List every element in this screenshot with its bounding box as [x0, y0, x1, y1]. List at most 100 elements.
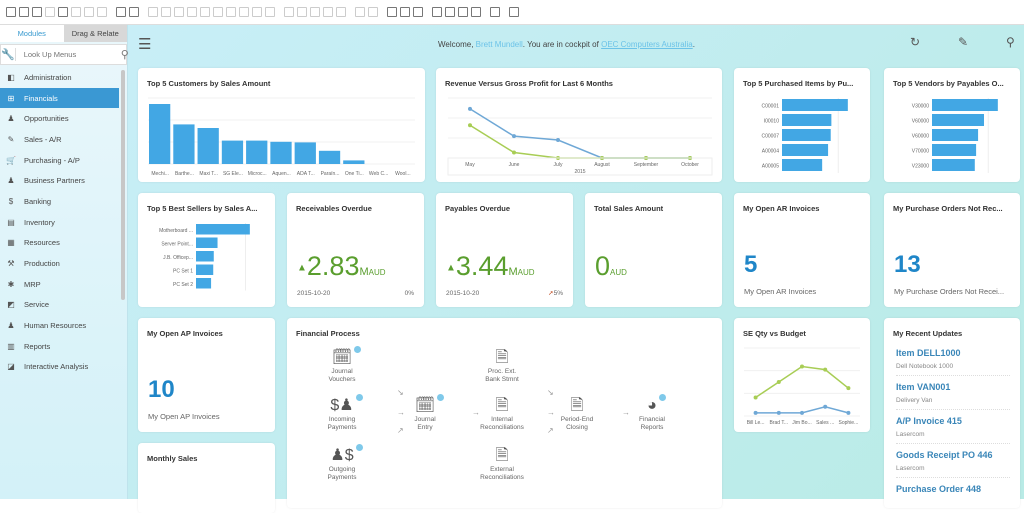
- bar[interactable]: [782, 114, 832, 126]
- window-icon[interactable]: [445, 7, 455, 17]
- sms-icon[interactable]: [84, 7, 94, 17]
- data-point[interactable]: [468, 106, 472, 111]
- tab-modules[interactable]: Modules: [0, 25, 64, 42]
- process-step-jv[interactable]: 🗓 Journal Vouchers: [307, 346, 377, 384]
- bar[interactable]: [932, 159, 975, 171]
- print-preview-icon[interactable]: [32, 7, 42, 17]
- recent-update-link[interactable]: Goods Receipt PO 446: [896, 450, 993, 460]
- tile-icon[interactable]: [458, 7, 468, 17]
- open-ar-invoices-card[interactable]: My Open AR Invoices 5 My Open AR Invoice…: [734, 193, 870, 307]
- layout-icon[interactable]: [387, 7, 397, 17]
- total-sales-card[interactable]: Total Sales Amount 0AUD: [585, 193, 722, 307]
- data-point[interactable]: [823, 367, 828, 372]
- first-record-icon[interactable]: [174, 7, 184, 17]
- sidebar-scrollbar[interactable]: [121, 70, 125, 300]
- email-icon[interactable]: [45, 7, 55, 17]
- sidebar-item-administration[interactable]: ◧ Administration: [0, 67, 127, 88]
- hamburger-menu-icon[interactable]: ☰: [138, 36, 152, 53]
- search-icon[interactable]: ⚲: [1006, 35, 1015, 49]
- bar[interactable]: [932, 114, 985, 126]
- bar[interactable]: [270, 141, 292, 164]
- vendors-card[interactable]: Top 5 Vendors by Payables O... V30000 V60…: [884, 68, 1020, 182]
- bar[interactable]: [932, 144, 977, 156]
- lookup-menus-input[interactable]: [15, 50, 121, 59]
- next-record-icon[interactable]: [200, 7, 210, 17]
- data-point[interactable]: [800, 410, 804, 415]
- pdf-icon[interactable]: [71, 7, 81, 17]
- process-step-er[interactable]: 🗎 External Reconciliations: [467, 446, 537, 482]
- data-point[interactable]: [468, 123, 472, 128]
- payment-icon[interactable]: [336, 7, 346, 17]
- bar[interactable]: [343, 160, 365, 164]
- sidebar-item-service[interactable]: ◩ Service: [0, 295, 127, 316]
- receivables-overdue-card[interactable]: Receivables Overdue ▲2.83MAUD 2015-10-20…: [287, 193, 424, 307]
- process-step-ir[interactable]: 🗎 Internal Reconciliations: [467, 396, 537, 432]
- process-step-fr[interactable]: ◕ Financial Reports: [617, 394, 687, 432]
- bar[interactable]: [196, 224, 250, 235]
- company-link[interactable]: OEC Computers Australia: [601, 40, 693, 49]
- bar[interactable]: [932, 99, 998, 111]
- open-ap-invoices-card[interactable]: My Open AP Invoices 10 My Open AP Invoic…: [138, 318, 275, 432]
- bar[interactable]: [196, 251, 214, 262]
- refresh-icon[interactable]: ↻: [910, 35, 921, 49]
- bar[interactable]: [782, 144, 829, 156]
- sidebar-item-sales-a-r[interactable]: ✎ Sales - A/R: [0, 129, 127, 150]
- data-point[interactable]: [846, 410, 851, 415]
- se-qty-budget-card[interactable]: SE Qty vs Budget Bill Le... Brad T... Jim …: [734, 318, 870, 432]
- recent-update-link[interactable]: Item VAN001: [896, 382, 951, 392]
- bar[interactable]: [782, 99, 848, 111]
- top-customers-card[interactable]: Top 5 Customers by Sales Amount Mechi...…: [138, 68, 425, 182]
- settings-icon[interactable]: [129, 7, 139, 17]
- find-icon[interactable]: [148, 7, 158, 17]
- target-document-icon[interactable]: [284, 7, 294, 17]
- data-point[interactable]: [556, 138, 560, 142]
- recent-update-link[interactable]: Item DELL1000: [896, 348, 961, 358]
- bar[interactable]: [196, 237, 218, 249]
- data-point[interactable]: [776, 380, 781, 384]
- sidebar-item-mrp[interactable]: ✱ MRP: [0, 274, 127, 295]
- filter-icon[interactable]: [239, 7, 249, 17]
- edit-pencil-icon[interactable]: ✎: [958, 35, 969, 49]
- sidebar-item-reports[interactable]: ▥ Reports: [0, 336, 127, 357]
- data-point[interactable]: [823, 404, 828, 409]
- previous-record-icon[interactable]: [187, 7, 197, 17]
- bar[interactable]: [294, 142, 316, 164]
- sidebar-item-inventory[interactable]: ▤ Inventory: [0, 212, 127, 233]
- draft-icon[interactable]: [368, 7, 378, 17]
- last-record-icon[interactable]: [213, 7, 223, 17]
- cascade-icon[interactable]: [471, 7, 481, 17]
- data-point[interactable]: [753, 410, 758, 415]
- add-icon[interactable]: [161, 7, 171, 17]
- open-icon[interactable]: [6, 7, 16, 17]
- sidebar-item-human-resources[interactable]: ♟ Human Resources: [0, 315, 127, 336]
- export-icon[interactable]: [58, 7, 68, 17]
- gross-profit-icon[interactable]: [323, 7, 333, 17]
- data-point[interactable]: [776, 410, 781, 415]
- sidebar-item-resources[interactable]: ▦ Resources: [0, 233, 127, 254]
- bar[interactable]: [149, 104, 171, 164]
- sidebar-item-purchasing-a-p[interactable]: 🛒 Purchasing - A/P: [0, 150, 127, 171]
- bar[interactable]: [221, 140, 244, 164]
- bar[interactable]: [173, 124, 195, 164]
- data-point[interactable]: [512, 150, 516, 155]
- bar[interactable]: [932, 129, 979, 141]
- help-icon[interactable]: [509, 7, 519, 17]
- purchased-items-card[interactable]: Top 5 Purchased Items by Pu... C00001 I00…: [734, 68, 870, 182]
- sidebar-item-opportunities[interactable]: ♟ Opportunities: [0, 108, 127, 129]
- relationship-map-icon[interactable]: [432, 7, 442, 17]
- query-icon[interactable]: [310, 7, 320, 17]
- print-icon[interactable]: [19, 7, 29, 17]
- bar[interactable]: [246, 140, 268, 164]
- best-sellers-card[interactable]: Top 5 Best Sellers by Sales A... Motherb…: [138, 193, 275, 307]
- tab-drag-relate[interactable]: Drag & Relate: [63, 25, 127, 42]
- sidebar-item-production[interactable]: ⚒ Production: [0, 253, 127, 274]
- recent-update-link[interactable]: A/P Invoice 415: [896, 416, 962, 426]
- data-point[interactable]: [512, 134, 516, 139]
- bar[interactable]: [782, 159, 823, 171]
- report-icon[interactable]: [490, 7, 500, 17]
- process-step-je[interactable]: 🗓 Journal Entry: [390, 394, 460, 432]
- bar[interactable]: [197, 128, 219, 164]
- move-icon[interactable]: [116, 7, 126, 17]
- search-icon[interactable]: ⚲: [120, 49, 129, 61]
- form-settings-icon[interactable]: [400, 7, 410, 17]
